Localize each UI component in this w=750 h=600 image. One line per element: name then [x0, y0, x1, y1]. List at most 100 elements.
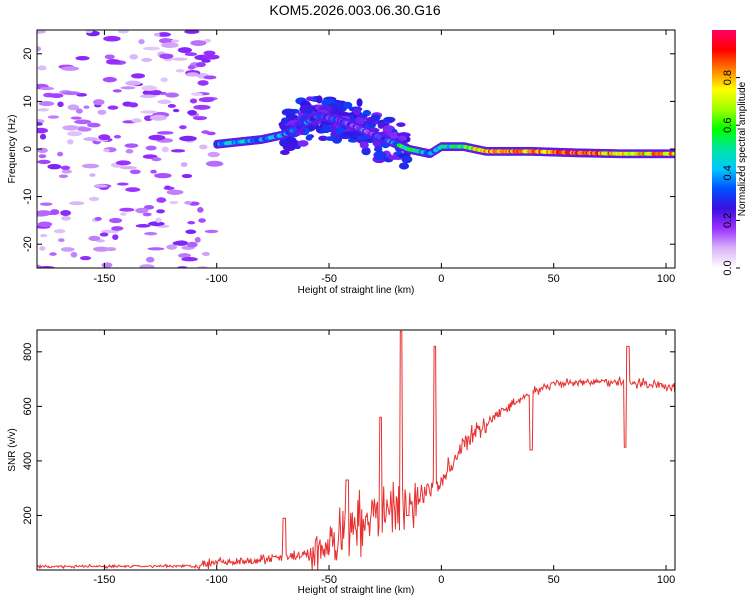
noise-blob: [117, 30, 129, 34]
noise-blob: [204, 229, 219, 234]
noise-blob: [38, 154, 47, 159]
noise-blob: [154, 172, 172, 179]
noise-blob: [37, 159, 51, 165]
noise-blob: [61, 169, 72, 174]
ridge-cloud-blob: [396, 122, 406, 127]
noise-blob: [88, 196, 100, 202]
noise-blob: [98, 134, 111, 141]
noise-blob: [103, 148, 110, 152]
noise-blob: [119, 166, 137, 170]
noise-blob: [129, 54, 139, 60]
noise-blob: [93, 184, 108, 188]
noise-blob: [107, 105, 119, 110]
snr-frame: [36, 329, 676, 571]
spectrogram-x-tick-label: 100: [657, 273, 675, 285]
ridge-cloud-blob: [284, 136, 297, 143]
noise-blob: [201, 251, 210, 256]
noise-blob: [156, 131, 174, 135]
noise-blob: [83, 137, 99, 142]
ridge-cloud-blob: [356, 98, 363, 107]
noise-blob: [180, 162, 188, 168]
noise-blob: [37, 30, 46, 34]
noise-blob: [99, 232, 109, 237]
ridge-cloud-blob: [305, 134, 313, 141]
colorbar-tick-label: 0.6: [722, 118, 734, 133]
snr-y-tick-label: 400: [22, 452, 34, 470]
spectrogram-x-tick-label: -150: [93, 273, 115, 285]
ridge-cloud-blob: [401, 155, 413, 164]
noise-blob: [193, 104, 211, 110]
noise-blob: [85, 30, 93, 34]
noise-blob: [37, 65, 47, 71]
ridge-cloud-blob: [325, 136, 337, 142]
noise-blob: [187, 65, 196, 70]
ridge-cloud-blob: [285, 113, 298, 120]
noise-blob: [184, 30, 200, 34]
noise-blob: [143, 205, 155, 210]
ridge-cloud-blob: [329, 124, 337, 133]
noise-blob: [106, 58, 121, 65]
noise-blob: [184, 200, 192, 205]
noise-blob: [203, 50, 216, 56]
noise-blob: [156, 197, 167, 203]
noise-blob: [67, 139, 74, 145]
noise-blob: [166, 189, 184, 195]
noise-blob: [171, 57, 188, 61]
noise-blob: [169, 200, 179, 205]
snr-ylabel: SNR (v/v): [7, 428, 18, 471]
noise-blob: [113, 134, 122, 139]
noise-blob: [62, 91, 81, 96]
noise-blob: [119, 207, 135, 212]
snr-x-tick-label: -50: [321, 574, 337, 586]
noise-blob: [38, 101, 55, 107]
ridge-cloud-blob: [390, 131, 400, 139]
noise-blob: [60, 247, 75, 252]
noise-blob: [190, 40, 207, 47]
snr-panel: -150 -100 -50 0 50 100 200 400 600 800 Height of …: [7, 329, 676, 596]
noise-blob: [74, 119, 92, 125]
noise-blob: [151, 157, 162, 162]
ridge-cloud-blob: [305, 106, 313, 115]
noise-blob: [198, 97, 215, 103]
noise-blob: [158, 38, 172, 44]
noise-blob: [105, 247, 117, 252]
noise-blob: [37, 46, 42, 52]
noise-blob: [141, 85, 158, 92]
noise-blob: [179, 125, 187, 130]
noise-blob: [120, 86, 136, 90]
spectrogram-y-tick-label: 10: [22, 95, 34, 107]
noise-blob: [80, 256, 92, 261]
noise-blob: [125, 80, 141, 86]
noise-blob: [88, 235, 101, 242]
noise-blob: [207, 151, 220, 158]
noise-blob: [148, 134, 166, 141]
snr-y-tick-label: 600: [22, 397, 34, 415]
noise-blob: [75, 108, 83, 114]
ridge-core: [671, 151, 675, 156]
ridge-cloud-blob: [368, 123, 376, 128]
ridge-cloud-blob: [398, 135, 407, 141]
noise-blob: [179, 135, 197, 142]
noise-blob: [135, 224, 151, 228]
noise-blob: [177, 47, 192, 54]
colorbar-tick-label: 0.2: [722, 213, 734, 228]
noise-blob: [58, 174, 69, 178]
noise-blob: [186, 241, 198, 248]
ridge-cloud-blob: [334, 128, 344, 135]
noise-blob: [140, 57, 153, 62]
noise-blob: [128, 102, 139, 108]
noise-blob: [199, 144, 208, 150]
noise-blob: [111, 226, 124, 231]
noise-blob: [187, 221, 196, 225]
colorbar-label: Normalized spectral amplitude: [737, 81, 748, 216]
noise-blob: [185, 229, 197, 235]
noise-blob: [205, 160, 224, 167]
noise-blob: [61, 66, 80, 71]
snr-y-tick-label: 800: [22, 343, 34, 361]
noise-blob: [203, 75, 217, 80]
noise-blob: [157, 99, 172, 105]
ridge-cloud-blob: [374, 146, 383, 153]
noise-blob: [49, 252, 57, 256]
noise-blob: [156, 32, 172, 37]
noise-blob: [143, 46, 160, 51]
